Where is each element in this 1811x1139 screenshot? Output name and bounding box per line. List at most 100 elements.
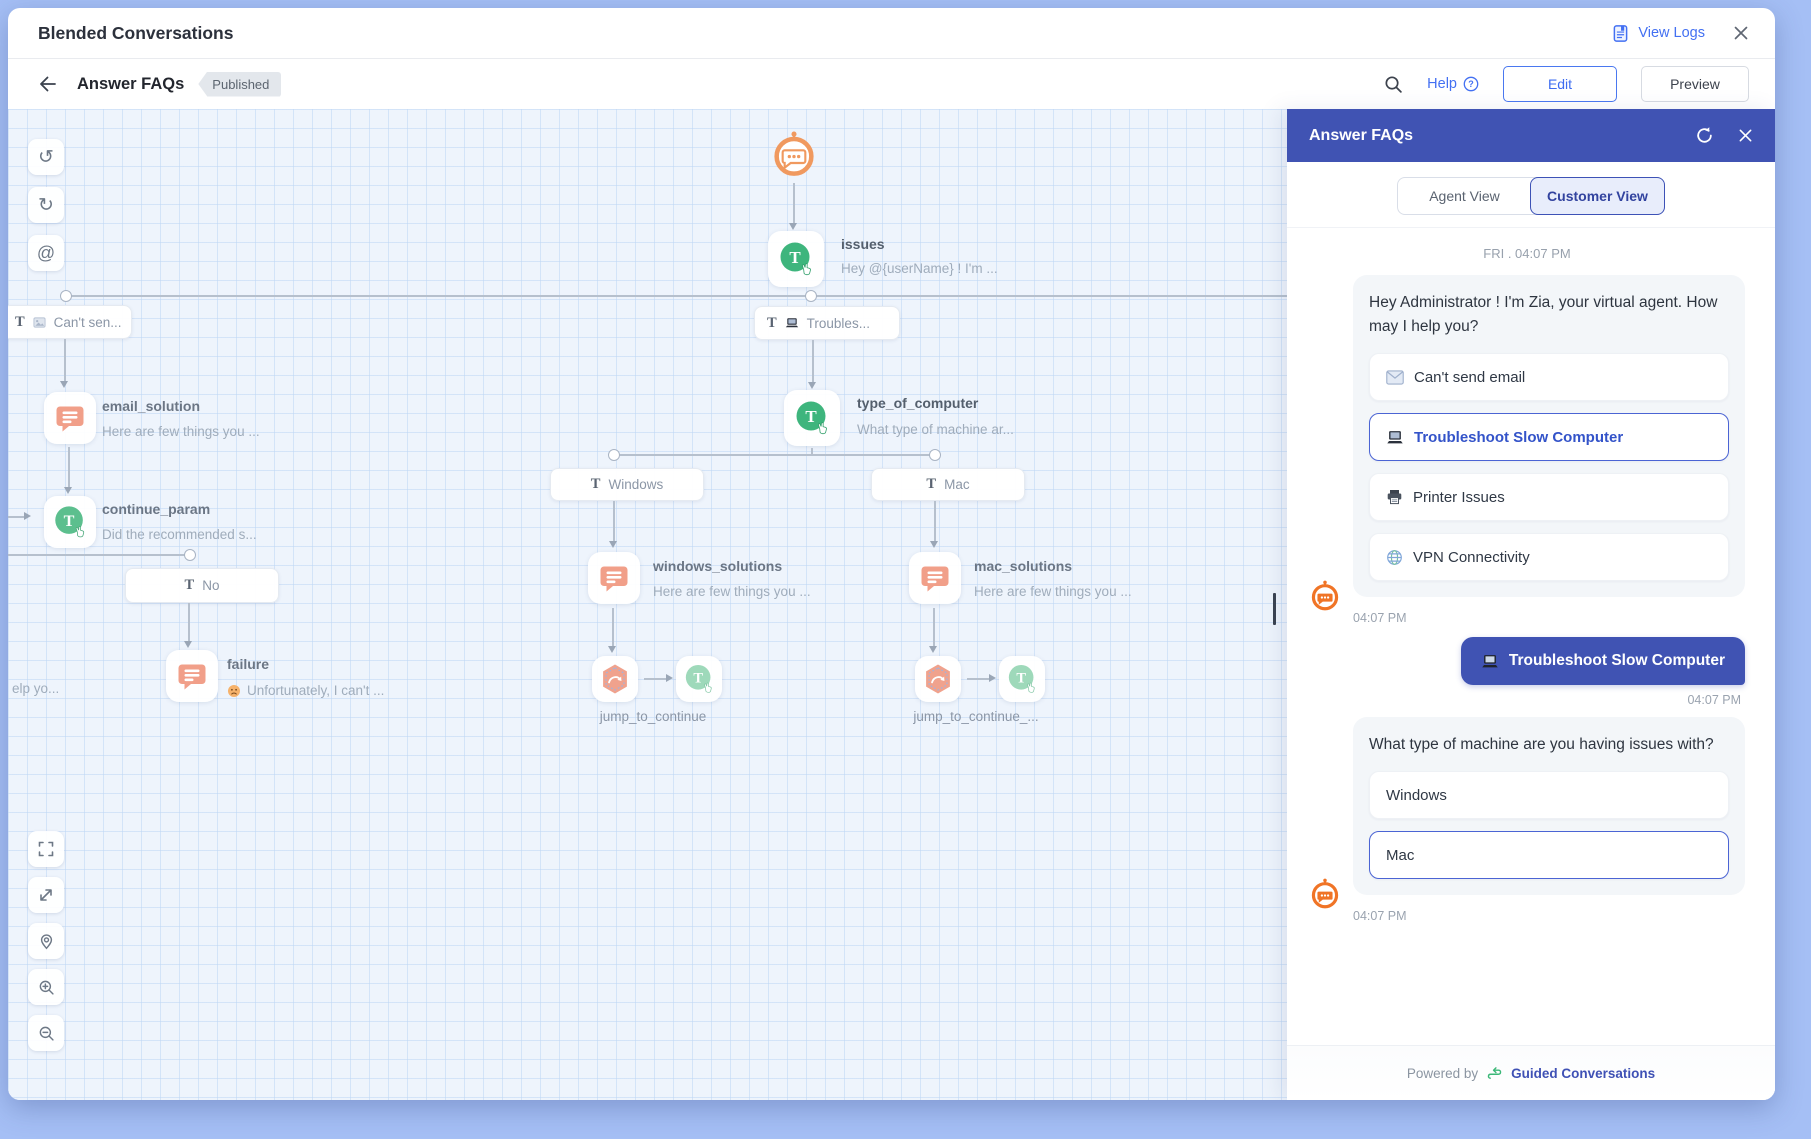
bot-avatar <box>1309 877 1341 909</box>
guided-conversations-link[interactable]: Guided Conversations <box>1511 1065 1656 1081</box>
edge-arrowhead <box>808 382 816 389</box>
guided-conversations-icon <box>1486 1065 1503 1082</box>
close-panel-icon[interactable] <box>1738 128 1753 143</box>
node-jump-target-2[interactable]: T <box>999 656 1045 702</box>
preview-panel: Answer FAQs Agent View Customer View <box>1287 109 1775 1100</box>
zoom-in-icon[interactable] <box>28 969 64 1005</box>
tab-agent-view[interactable]: Agent View <box>1429 188 1500 204</box>
preview-button[interactable]: Preview <box>1641 66 1749 102</box>
redo-icon[interactable]: ↻ <box>28 187 64 223</box>
edge-line <box>967 678 989 680</box>
help-label: Help <box>1427 76 1457 92</box>
quick-reply-windows[interactable]: Windows <box>1369 771 1729 820</box>
branch-chip-no[interactable]: T No <box>125 568 279 603</box>
node-windows-solutions[interactable] <box>588 552 640 604</box>
zoom-out-icon[interactable] <box>28 1015 64 1051</box>
edge-line <box>933 608 935 648</box>
tab-customer-view[interactable]: Customer View <box>1530 177 1665 215</box>
branch-chip-windows[interactable]: T Windows <box>550 468 704 501</box>
help-button[interactable]: Help ? <box>1427 76 1479 92</box>
edge-connector-dot <box>184 549 196 561</box>
edge-connector-dot <box>805 290 817 302</box>
quick-reply-label: Mac <box>1386 846 1415 864</box>
quick-reply-label: Windows <box>1386 786 1447 804</box>
quick-reply-cant-send-email[interactable]: Can't send email <box>1369 353 1729 402</box>
view-logs-button[interactable]: View Logs <box>1611 24 1705 43</box>
flow-title: Answer FAQs <box>77 74 185 93</box>
chat-date-header: FRI . 04:07 PM <box>1483 246 1571 261</box>
view-logs-label: View Logs <box>1638 25 1705 41</box>
edge-connector-dot <box>608 449 620 461</box>
edge-arrowhead <box>60 381 68 388</box>
timestamp: 04:07 PM <box>1687 693 1741 708</box>
branch-chip-troubleshoot[interactable]: T Troubles... <box>754 306 900 340</box>
quick-reply-vpn-connectivity[interactable]: VPN Connectivity <box>1369 533 1729 582</box>
search-icon[interactable] <box>1384 75 1403 94</box>
node-continue-param[interactable]: T <box>44 496 96 548</box>
node-jump-to-continue[interactable] <box>592 656 638 702</box>
node-mac-solutions[interactable] <box>909 552 961 604</box>
node-type-of-computer[interactable]: T <box>784 390 840 446</box>
text-type-glyph: T <box>926 476 937 492</box>
branch-chip-label: Can't sen... <box>53 314 122 330</box>
view-toggle: Agent View Customer View <box>1397 177 1665 215</box>
node-jump-target[interactable]: T <box>676 656 722 702</box>
node-email-solution[interactable] <box>44 392 96 444</box>
node-jump-to-continue-2[interactable] <box>915 656 961 702</box>
node-failure[interactable] <box>166 650 218 702</box>
edge-line <box>934 501 936 543</box>
redo-glyph: ↻ <box>38 194 54 216</box>
node-subtitle: Did the recommended s... <box>102 527 257 542</box>
chat-transcript[interactable]: FRI . 04:07 PM Hey Administrator ! I'm Z… <box>1287 227 1775 1045</box>
flow-canvas[interactable]: ↺ ↻ @ <box>8 109 1287 1100</box>
edge-line <box>644 678 666 680</box>
mention-icon[interactable]: @ <box>28 235 64 271</box>
edge-arrowhead <box>930 541 938 548</box>
back-arrow-icon[interactable] <box>38 75 57 93</box>
top-bar-actions: View Logs <box>1611 24 1749 43</box>
branch-chip-cant-send-email[interactable]: T Can't sen... <box>8 305 132 339</box>
app-window: Blended Conversations View Logs Answer F… <box>8 8 1775 1100</box>
edge-arrowhead <box>64 487 72 494</box>
resize-icon[interactable] <box>28 877 64 913</box>
quick-reply-mac[interactable]: Mac <box>1369 831 1729 880</box>
edge-line <box>64 339 66 383</box>
edit-button[interactable]: Edit <box>1503 66 1617 102</box>
timestamp: 04:07 PM <box>1353 611 1407 626</box>
quick-reply-printer-issues[interactable]: Printer Issues <box>1369 473 1729 522</box>
text-type-glyph: T <box>184 577 195 593</box>
globe-icon <box>1386 549 1403 566</box>
undo-icon[interactable]: ↺ <box>28 139 64 175</box>
bot-question-text: What type of machine are you having issu… <box>1369 736 1714 754</box>
edge-arrowhead <box>929 646 937 653</box>
bot-avatar <box>1309 579 1341 611</box>
edge-line <box>793 183 795 223</box>
status-badge: Published <box>198 71 282 97</box>
envelope-icon <box>1386 369 1404 385</box>
text-type-glyph: T <box>590 476 601 492</box>
quick-replies: Windows Mac <box>1369 771 1729 880</box>
edge-arrowhead <box>24 512 31 520</box>
edge-line <box>8 554 190 556</box>
edge-arrowhead <box>789 223 797 230</box>
refresh-icon[interactable] <box>1695 126 1714 145</box>
quick-reply-troubleshoot[interactable]: Troubleshoot Slow Computer <box>1369 413 1729 462</box>
cutoff-node-text: elp yo... <box>12 681 60 696</box>
quick-replies: Can't send email Troubleshoot Slow Compu… <box>1369 353 1729 582</box>
branch-chip-mac[interactable]: T Mac <box>871 468 1025 501</box>
node-issues[interactable]: T <box>768 231 824 287</box>
preview-panel-header: Answer FAQs <box>1287 109 1775 162</box>
svg-text:T: T <box>64 513 75 530</box>
close-window-icon[interactable] <box>1733 25 1749 41</box>
quick-reply-label: VPN Connectivity <box>1413 548 1530 566</box>
flow-start-bot-icon[interactable] <box>770 129 818 177</box>
edge-arrowhead <box>609 541 617 548</box>
svg-text:T: T <box>805 407 817 426</box>
edge-line <box>613 501 615 543</box>
node-label: failure <box>227 656 270 672</box>
node-subtitle: Hey @{userName} ! I'm ... <box>841 261 998 276</box>
node-label: jump_to_continue_... <box>913 709 1039 724</box>
fullscreen-icon[interactable] <box>28 831 64 867</box>
edge-line <box>65 295 1287 297</box>
locate-pin-icon[interactable] <box>28 923 64 959</box>
